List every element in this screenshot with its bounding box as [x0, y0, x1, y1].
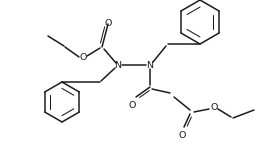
Text: N: N [114, 60, 122, 69]
Text: O: O [128, 100, 136, 109]
Text: O: O [178, 132, 186, 141]
Text: O: O [79, 52, 87, 61]
Text: N: N [147, 60, 153, 69]
Text: O: O [104, 19, 112, 28]
Text: O: O [210, 103, 218, 112]
